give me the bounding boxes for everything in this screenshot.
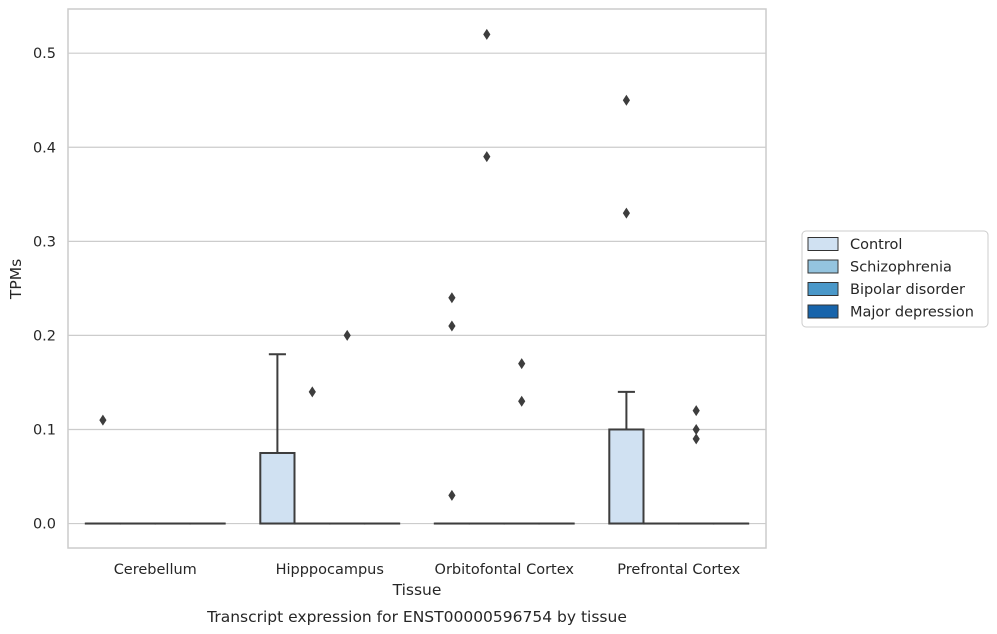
outlier-point [448,320,456,332]
y-tick-label: 0.3 [33,234,56,250]
y-tick-label: 0.5 [33,46,56,62]
legend-label: Control [850,237,902,253]
y-tick-label: 0.1 [33,422,56,438]
outliers [99,28,700,501]
x-tick-label: Hipppocampus [276,562,384,578]
outlier-point [448,489,456,501]
outlier-point [343,329,351,341]
outlier-point [692,423,700,435]
outlier-point [622,94,630,106]
y-axis-label: TPMs [7,259,25,300]
outlier-point [448,292,456,304]
grid-lines [68,52,766,525]
y-tick-labels: 0.0 0.1 0.2 0.3 0.4 0.5 [33,46,56,532]
box-control [259,353,296,525]
chart-caption: Transcript expression for ENST0000059675… [206,608,627,626]
y-tick-label: 0.0 [33,517,56,533]
legend: Control Schizophrenia Bipolar disorder Majo… [801,230,989,328]
legend-label: Schizophrenia [850,260,952,276]
plot-frame [67,8,767,549]
y-tick-label: 0.4 [33,140,56,156]
x-tick-label: Orbitofontal Cortex [435,562,575,578]
legend-swatch [807,304,839,319]
outlier-point [692,433,700,445]
outlier-point [99,414,107,426]
legend-swatch [807,282,839,296]
x-axis-label: Tissue [392,581,442,599]
legend-frame [801,230,989,328]
y-tick-label: 0.2 [33,328,56,344]
legend-swatch [807,259,839,274]
x-tick-label: Cerebellum [114,562,197,578]
outlier-point [622,207,630,219]
x-tick-label: Prefrontal Cortex [617,562,740,578]
outlier-point [518,358,526,370]
legend-swatch [807,237,839,251]
outlier-point [483,28,491,40]
legend-label: Major depression [850,305,974,321]
box-body [608,428,645,525]
legend-label: Bipolar disorder [850,282,965,298]
outlier-point [692,405,700,417]
box-body [259,451,296,525]
box-control [608,390,645,525]
boxes [84,353,750,525]
outlier-point [518,395,526,407]
x-tick-labels: Cerebellum Hipppocampus Orbitofontal Corte… [114,562,741,578]
outlier-point [483,151,491,163]
outlier-point [308,386,316,398]
